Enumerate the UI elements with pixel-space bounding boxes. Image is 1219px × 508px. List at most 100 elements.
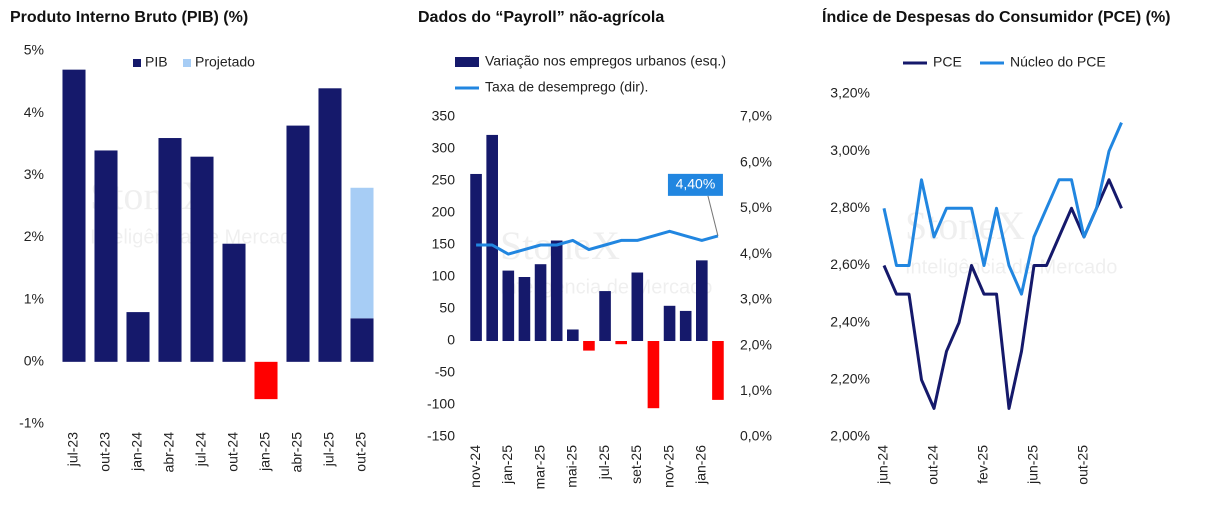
y-tick-label: 2,20%	[830, 371, 870, 387]
bar	[126, 312, 150, 362]
bar	[599, 291, 611, 341]
legend-label: Taxa de desemprego (dir).	[485, 79, 648, 95]
x-tick-label: out-25	[353, 432, 369, 472]
y-tick-label: 150	[432, 236, 456, 252]
y-tick-label: 2,80%	[830, 199, 870, 215]
bar	[647, 341, 660, 409]
x-tick-label: mar-25	[531, 445, 547, 490]
x-tick-label: set-25	[628, 445, 644, 484]
legend-swatch	[133, 59, 141, 67]
x-tick-label: jul-24	[193, 432, 209, 467]
bar	[190, 156, 214, 362]
bar	[518, 277, 531, 341]
value-label: 4,40%	[676, 176, 716, 192]
y-tick-label: 200	[432, 204, 456, 220]
bar	[567, 329, 579, 341]
y-tick-label: 2,40%	[830, 313, 870, 329]
x-tick-label: abr-24	[161, 432, 177, 473]
y2-tick-label: 0,0%	[740, 428, 772, 444]
bar	[550, 240, 563, 341]
series-line	[476, 229, 719, 256]
bar	[534, 264, 547, 341]
legend-label: Projetado	[195, 54, 255, 70]
legend-label: PCE	[933, 54, 962, 70]
y-tick-label: 2,60%	[830, 256, 870, 272]
y-tick-label: 3,00%	[830, 142, 870, 158]
y-tick-label: 1%	[24, 290, 44, 306]
x-tick-label: jan-25	[499, 445, 515, 485]
y-tick-label: 2%	[24, 228, 44, 244]
chart-title: Índice de Despesas do Consumidor (PCE) (…	[822, 7, 1171, 26]
bar	[663, 305, 676, 341]
x-tick-label: jan-26	[693, 445, 709, 485]
y2-tick-label: 6,0%	[740, 153, 772, 169]
y-tick-label: 100	[432, 268, 456, 284]
y-tick-label: 300	[432, 140, 456, 156]
y-tick-label: -150	[427, 428, 455, 444]
bar	[62, 69, 86, 362]
y-tick-label: 5%	[24, 42, 44, 58]
x-tick-label: mai-25	[564, 445, 580, 488]
bar	[615, 341, 627, 345]
y2-tick-label: 3,0%	[740, 291, 772, 307]
y-tick-label: 250	[432, 172, 456, 188]
bar	[94, 150, 118, 362]
bar	[502, 270, 515, 341]
y2-tick-label: 1,0%	[740, 382, 772, 398]
bar	[712, 341, 724, 400]
chart-title: Produto Interno Bruto (PIB) (%)	[10, 9, 248, 26]
y-tick-label: 50	[439, 300, 455, 316]
bar	[158, 138, 182, 362]
bar	[286, 125, 310, 362]
bar	[350, 318, 374, 362]
y-tick-label: -1%	[19, 415, 44, 431]
y-tick-label: 350	[432, 108, 456, 124]
x-tick-label: abr-25	[289, 432, 305, 473]
bar	[631, 272, 644, 341]
chart-title: Dados do “Payroll” não-agrícola	[418, 9, 664, 26]
bar	[696, 260, 708, 341]
watermark-brand: StoneX	[905, 203, 1025, 248]
y-tick-label: 4%	[24, 104, 44, 120]
bar	[350, 187, 374, 319]
y2-tick-label: 7,0%	[740, 108, 772, 124]
legend-label: Núcleo do PCE	[1010, 54, 1106, 70]
y-tick-label: 0	[447, 332, 455, 348]
bar	[583, 341, 595, 351]
x-tick-label: nov-25	[660, 445, 676, 488]
bar	[222, 243, 246, 362]
series-line	[882, 121, 1123, 296]
x-tick-label: fev-25	[975, 445, 991, 484]
bar	[486, 134, 498, 341]
bar	[318, 88, 342, 362]
y-tick-label: -50	[435, 364, 455, 380]
y-tick-label: 3%	[24, 166, 44, 182]
y-tick-label: 2,00%	[830, 428, 870, 444]
y-tick-label: 3,20%	[830, 85, 870, 101]
x-tick-label: out-23	[97, 432, 113, 472]
legend-label: PIB	[145, 54, 168, 70]
x-tick-label: jan-25	[257, 432, 273, 472]
x-tick-label: out-24	[925, 445, 941, 485]
x-tick-label: out-24	[225, 432, 241, 472]
x-tick-label: out-25	[1075, 445, 1091, 485]
y2-tick-label: 4,0%	[740, 245, 772, 261]
x-tick-label: jun-24	[875, 445, 891, 485]
bar	[470, 173, 482, 341]
y2-tick-label: 2,0%	[740, 336, 772, 352]
legend-label: Variação nos empregos urbanos (esq.)	[485, 53, 726, 69]
legend-swatch	[455, 57, 479, 67]
y2-tick-label: 5,0%	[740, 199, 772, 215]
bar	[254, 361, 278, 400]
y-tick-label: -100	[427, 396, 455, 412]
x-tick-label: jan-24	[129, 432, 145, 472]
x-tick-label: jun-25	[1025, 445, 1041, 485]
callout-box	[667, 173, 723, 196]
x-tick-label: jul-25	[596, 445, 612, 480]
legend-swatch	[183, 59, 191, 67]
x-tick-label: jul-23	[65, 432, 81, 467]
